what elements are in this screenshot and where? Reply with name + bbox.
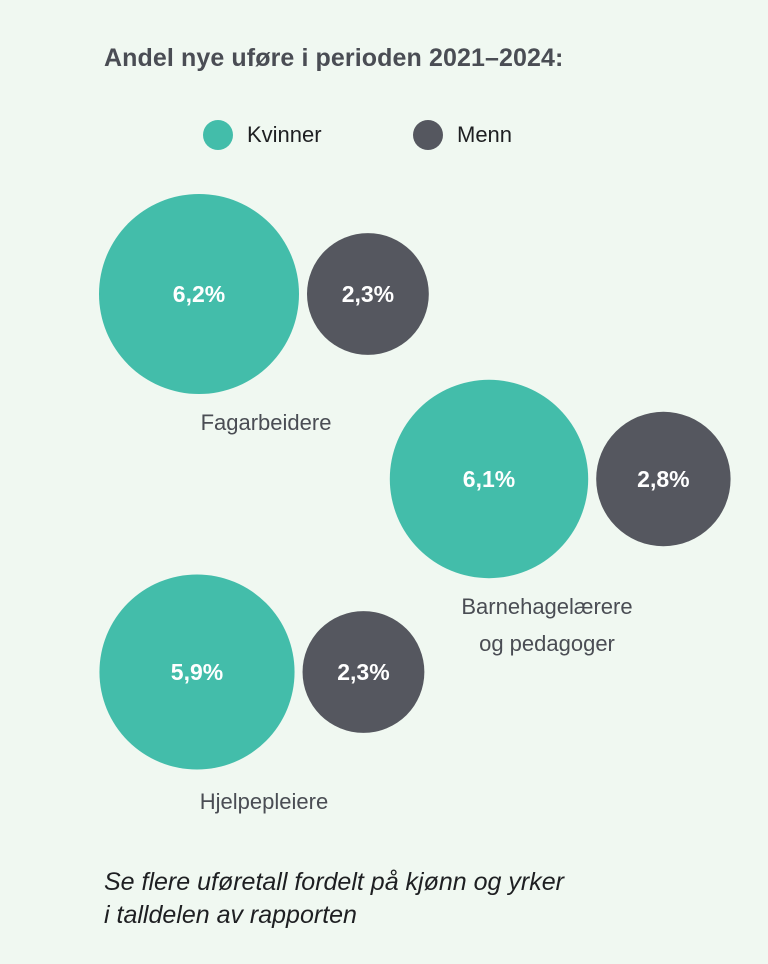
category-label: Fagarbeidere <box>201 410 332 435</box>
category-label: og pedagoger <box>479 631 615 656</box>
data-label-kvinner: 5,9% <box>171 659 223 685</box>
bubble-kvinner <box>99 194 299 394</box>
footer-line-2: i talldelen av rapporten <box>104 901 357 929</box>
category-label: Barnehagelærere <box>461 594 632 619</box>
legend-label-kvinner: Kvinner <box>247 122 322 147</box>
bubble-kvinner <box>389 379 589 579</box>
legend-item-kvinner: Kvinner <box>203 115 322 155</box>
legend: Kvinner Menn <box>0 115 768 155</box>
legend-label-menn: Menn <box>457 122 513 147</box>
legend-swatch-kvinner <box>203 120 233 150</box>
data-label-menn: 2,8% <box>637 466 689 492</box>
legend-item-menn: Menn <box>413 115 512 155</box>
bubble-kvinner <box>99 574 295 770</box>
legend-swatch-menn <box>413 120 443 150</box>
category-label: Hjelpepleiere <box>200 789 328 814</box>
bubble-menn <box>596 411 731 547</box>
data-label-menn: 2,3% <box>342 281 394 307</box>
footer-line-1: Se flere uføretall fordelt på kjønn og y… <box>104 868 564 896</box>
data-label-menn: 2,3% <box>337 659 389 685</box>
data-label-kvinner: 6,1% <box>463 466 515 492</box>
data-label-kvinner: 6,2% <box>173 281 225 307</box>
bubble-menn <box>302 611 425 733</box>
chart-title: Andel nye uføre i perioden 2021–2024: <box>104 44 564 72</box>
footer-note: Se flere uføretall fordelt på kjønn og y… <box>104 866 564 932</box>
bubble-menn <box>307 233 429 355</box>
